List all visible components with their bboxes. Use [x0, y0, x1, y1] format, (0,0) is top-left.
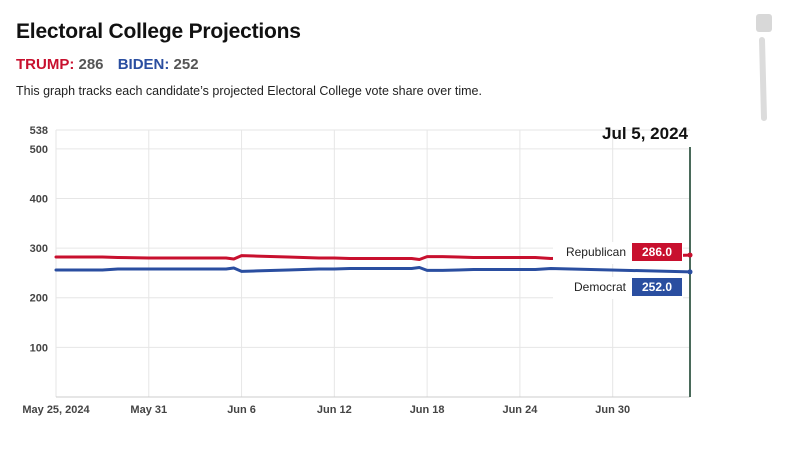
democrat-value-badge: [632, 278, 682, 296]
candidate-tally: TRUMP: 286 BIDEN: 252: [16, 56, 199, 73]
democrat-hover-dot: [687, 269, 693, 275]
x-tick-label: Jun 6: [227, 404, 256, 416]
x-tick-label: Jun 24: [502, 404, 538, 416]
x-tick-label: May 31: [130, 404, 167, 416]
republican-series-line[interactable]: [54, 253, 692, 261]
y-tick-label: 300: [30, 243, 48, 255]
republican-value-badge: [632, 243, 682, 261]
chart-description: This graph tracks each candidate’s proje…: [16, 84, 482, 98]
x-tick-label: Jun 12: [317, 404, 352, 416]
democrat-series-line[interactable]: [54, 266, 692, 274]
republican-hover-dot: [687, 252, 693, 258]
trump-label: TRUMP:: [16, 56, 75, 73]
x-tick-label: Jun 18: [410, 404, 445, 416]
chart-title: Electoral College Projections: [16, 20, 301, 43]
democrat-value-text: 252.0: [642, 280, 672, 294]
biden-label: BIDEN:: [117, 56, 170, 73]
hover-date-label: Jul 5, 2024: [602, 124, 689, 143]
y-tick-label: 100: [30, 342, 48, 354]
democrat-series-name: Democrat: [574, 280, 627, 294]
republican-series-name: Republican: [566, 245, 626, 259]
x-tick-label: May 25, 2024: [22, 404, 90, 416]
x-tick-label: Jun 30: [595, 404, 630, 416]
biden-value: 252: [173, 56, 199, 73]
y-tick-label: 538: [30, 125, 48, 137]
y-tick-label: 400: [30, 193, 48, 205]
watermark-logo-icon: [756, 14, 772, 121]
republican-value-text: 286.0: [642, 245, 672, 259]
trump-value: 286: [78, 56, 104, 73]
y-tick-label: 500: [30, 144, 48, 156]
y-tick-label: 200: [30, 293, 48, 305]
